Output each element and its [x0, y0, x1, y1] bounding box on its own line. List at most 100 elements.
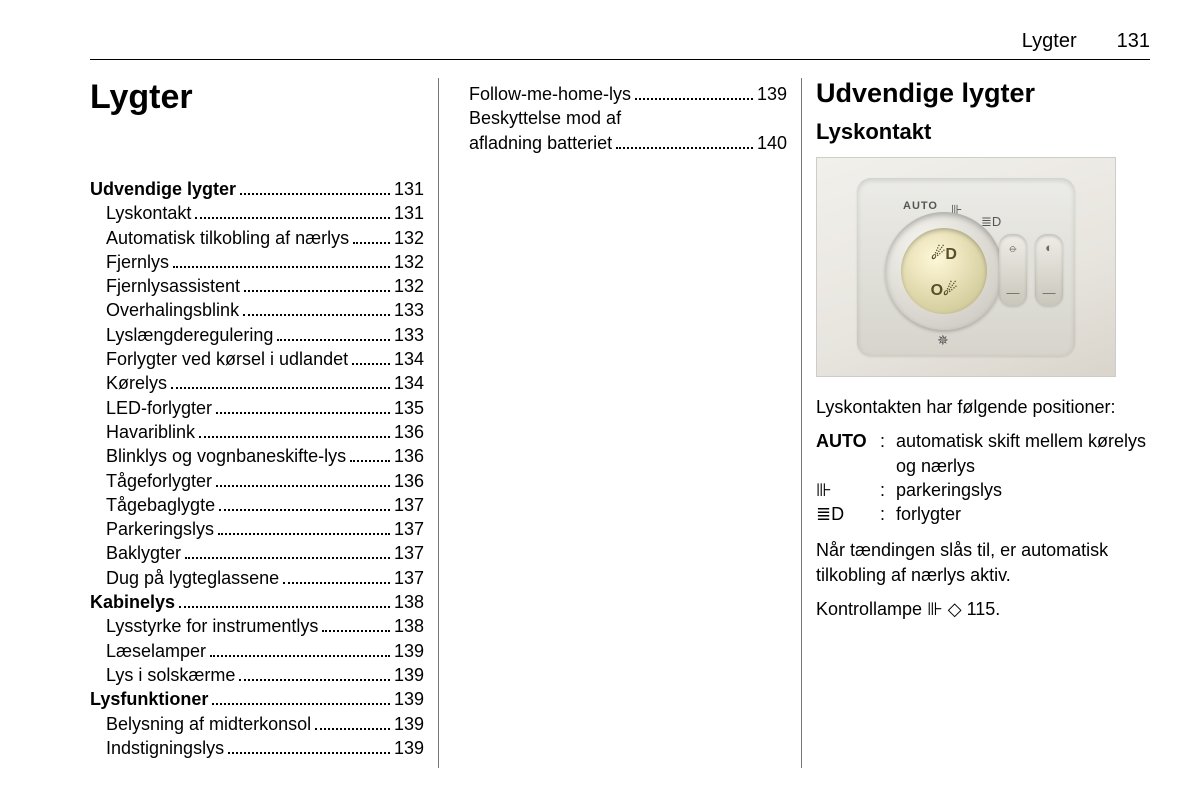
- column-3: Udvendige lygter Lyskontakt AUTO ⊪ ≣D ☄D…: [801, 78, 1150, 768]
- definition-value: forlygter: [896, 502, 1150, 526]
- header-chapter-title: Lygter: [1022, 30, 1077, 53]
- toc-page: 139: [757, 82, 787, 106]
- toc-label: Dug på lygteglassene: [90, 566, 279, 590]
- manual-page: Lygter 131 Lygter Udvendige lygter131Lys…: [0, 0, 1200, 802]
- toc-leader: [240, 179, 390, 195]
- toc-page: 139: [394, 639, 424, 663]
- definition-row: AUTO:automatisk skift mellem kørelys og …: [816, 429, 1150, 478]
- light-switch-panel: AUTO ⊪ ≣D ☄D O☄ ✵ ⦵ — ◐ —: [857, 178, 1075, 356]
- toc-entry: Havariblink136: [90, 420, 424, 444]
- toc-entry: Overhalingsblink133: [90, 298, 424, 322]
- definition-row: ⊪:parkeringslys: [816, 478, 1150, 502]
- toc-label: Baklygter: [90, 541, 181, 565]
- toc-leader: [616, 132, 753, 148]
- toc-page: 138: [394, 614, 424, 638]
- toc-label: LED-forlygter: [90, 396, 212, 420]
- toc-label: Indstigningslys: [90, 736, 224, 760]
- toc-page: 139: [394, 663, 424, 687]
- aim-up-icon: ⦵: [999, 240, 1027, 256]
- toc-leader: [352, 349, 390, 365]
- intro-text: Lyskontakten har følgende positioner:: [816, 395, 1150, 419]
- subsection-title: Lyskontakt: [816, 119, 1150, 145]
- toc-entry: Blinklys og vognbaneskifte-lys 136: [90, 444, 424, 468]
- toc-label: Belysning af midterkonsol: [90, 712, 311, 736]
- toc-label: Tågeforlygter: [90, 469, 212, 493]
- light-switch-figure: AUTO ⊪ ≣D ☄D O☄ ✵ ⦵ — ◐ —: [816, 157, 1116, 377]
- toc-label: Tågebaglygte: [90, 493, 215, 517]
- definition-value: automatisk skift mellem kørelys og nærly…: [896, 429, 1150, 478]
- toc-leader: [244, 276, 390, 292]
- toc-leader: [219, 495, 390, 511]
- toc-label: Fjernlysassistent: [90, 274, 240, 298]
- toc-page: 132: [394, 274, 424, 298]
- definition-row: ≣D:forlygter: [816, 502, 1150, 526]
- toc-entry: Lys i solskærme139: [90, 663, 424, 687]
- toc-entry: afladning batteriet140: [453, 131, 787, 155]
- toc-page: 134: [394, 347, 424, 371]
- aim-down-mark: —: [999, 285, 1027, 300]
- header-page-number: 131: [1117, 30, 1150, 53]
- page-columns: Lygter Udvendige lygter131Lyskontakt131A…: [90, 78, 1150, 768]
- chapter-title: Lygter: [90, 78, 424, 117]
- toc-leader: [199, 422, 390, 438]
- toc-entry: Lyskontakt131: [90, 201, 424, 225]
- toc-entry: Lyslængderegulering133: [90, 323, 424, 347]
- dimmer-button: ◐ —: [1035, 234, 1063, 306]
- toc-entry: Parkeringslys 137: [90, 517, 424, 541]
- toc-label: Beskyttelse mod af: [453, 106, 621, 130]
- toc-page: 134: [394, 371, 424, 395]
- toc-page: 137: [394, 566, 424, 590]
- definition-colon: :: [880, 502, 896, 526]
- toc-entry: Automatisk tilkobling af nærlys132: [90, 226, 424, 250]
- toc-leader: [171, 373, 390, 389]
- toc-page: 135: [394, 396, 424, 420]
- toc-leader: [350, 446, 390, 462]
- toc-entry: Kabinelys138: [90, 590, 424, 614]
- toc-entry: Udvendige lygter131: [90, 177, 424, 201]
- toc-column-1: Udvendige lygter131Lyskontakt131Automati…: [90, 177, 424, 760]
- parking-light-icon: ⊪: [927, 599, 943, 619]
- toc-entry: Lysstyrke for instrumentlys138: [90, 614, 424, 638]
- toc-page: 132: [394, 250, 424, 274]
- toc-leader: [243, 300, 390, 316]
- toc-entry: Beskyttelse mod af: [453, 106, 787, 130]
- toc-label: Blinklys og vognbaneskifte-lys: [90, 444, 346, 468]
- toc-entry: LED-forlygter 135: [90, 396, 424, 420]
- toc-page: 136: [394, 469, 424, 493]
- toc-entry: Baklygter137: [90, 541, 424, 565]
- toc-entry: Forlygter ved kørsel i udlandet134: [90, 347, 424, 371]
- toc-entry: Tågebaglygte137: [90, 493, 424, 517]
- toc-page: 137: [394, 517, 424, 541]
- toc-page: 139: [394, 712, 424, 736]
- dial-label-auto: AUTO: [903, 200, 938, 212]
- toc-entry: Follow-me-home-lys 139: [453, 82, 787, 106]
- toc-label: Parkeringslys: [90, 517, 214, 541]
- toc-label: Follow-me-home-lys: [453, 82, 631, 106]
- toc-leader: [228, 738, 390, 754]
- toc-entry: Tågeforlygter 136: [90, 469, 424, 493]
- toc-page: 132: [394, 226, 424, 250]
- definition-key: AUTO: [816, 429, 880, 453]
- aim-button: ⦵ —: [999, 234, 1027, 306]
- toc-page: 136: [394, 444, 424, 468]
- position-definitions: AUTO:automatisk skift mellem kørelys og …: [816, 429, 1150, 526]
- toc-label: Kørelys: [90, 371, 167, 395]
- toc-page: 140: [757, 131, 787, 155]
- toc-entry: Lysfunktioner139: [90, 687, 424, 711]
- toc-label: Læselamper: [90, 639, 206, 663]
- toc-page: 131: [394, 177, 424, 201]
- toc-label: Lyslængderegulering: [90, 323, 273, 347]
- toc-page: 139: [394, 736, 424, 760]
- definition-key: ≣D: [816, 502, 880, 526]
- toc-leader: [173, 252, 390, 268]
- indicator-pre: Kontrollampe: [816, 599, 927, 619]
- toc-leader: [283, 568, 390, 584]
- toc-page: 139: [394, 687, 424, 711]
- toc-leader: [212, 689, 390, 705]
- toc-leader: [322, 616, 390, 632]
- toc-leader: [218, 519, 390, 535]
- toc-leader: [195, 203, 390, 219]
- toc-page: 133: [394, 298, 424, 322]
- toc-entry: Indstigningslys 139: [90, 736, 424, 760]
- toc-entry: Fjernlysassistent 132: [90, 274, 424, 298]
